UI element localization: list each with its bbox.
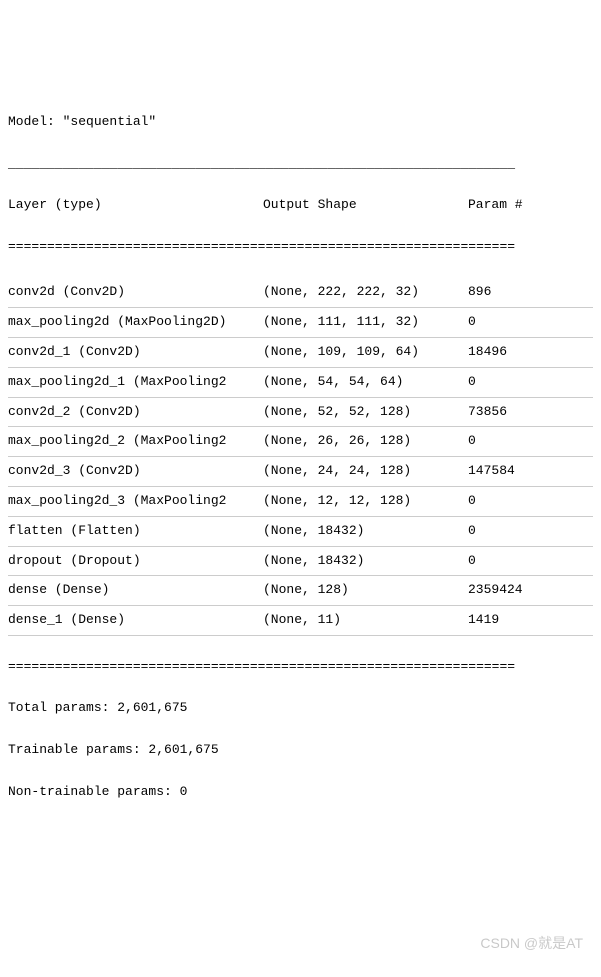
cell-output-shape: (None, 222, 222, 32)	[263, 282, 468, 303]
cell-param: 2359424	[468, 580, 558, 601]
cell-layer: dropout (Dropout)	[8, 551, 263, 572]
rows-container: conv2d (Conv2D)(None, 222, 222, 32)896ma…	[8, 278, 593, 636]
summary-row: conv2d_3 (Conv2D)(None, 24, 24, 128)1475…	[8, 457, 593, 487]
cell-layer: dense (Dense)	[8, 580, 263, 601]
cell-layer: dense_1 (Dense)	[8, 610, 263, 631]
summary-row: max_pooling2d (MaxPooling2D)(None, 111, …	[8, 308, 593, 338]
cell-param: 18496	[468, 342, 558, 363]
cell-layer: conv2d_1 (Conv2D)	[8, 342, 263, 363]
footer-trainable: Trainable params: 2,601,675	[8, 740, 593, 761]
footer-nontrainable: Non-trainable params: 0	[8, 782, 593, 803]
watermark: CSDN @就是AT	[480, 932, 583, 954]
cell-param: 0	[468, 551, 558, 572]
header-layer: Layer (type)	[8, 195, 263, 216]
divider-double: ========================================…	[8, 657, 593, 678]
cell-param: 0	[468, 491, 558, 512]
cell-output-shape: (None, 52, 52, 128)	[263, 402, 468, 423]
summary-row: max_pooling2d_1 (MaxPooling2(None, 54, 5…	[8, 368, 593, 398]
cell-output-shape: (None, 18432)	[263, 551, 468, 572]
summary-row: conv2d_2 (Conv2D)(None, 52, 52, 128)7385…	[8, 398, 593, 428]
header-param: Param #	[468, 195, 558, 216]
summary-row: max_pooling2d_2 (MaxPooling2(None, 26, 2…	[8, 427, 593, 457]
cell-layer: max_pooling2d_1 (MaxPooling2	[8, 372, 263, 393]
model-summary: Model: "sequential" ____________________…	[8, 91, 593, 823]
summary-row: dropout (Dropout)(None, 18432)0	[8, 547, 593, 577]
cell-param: 147584	[468, 461, 558, 482]
cell-param: 0	[468, 431, 558, 452]
cell-param: 896	[468, 282, 558, 303]
header-output-shape: Output Shape	[263, 195, 468, 216]
cell-output-shape: (None, 11)	[263, 610, 468, 631]
divider-double: ========================================…	[8, 237, 593, 258]
cell-layer: flatten (Flatten)	[8, 521, 263, 542]
cell-layer: max_pooling2d_2 (MaxPooling2	[8, 431, 263, 452]
summary-row: flatten (Flatten)(None, 18432)0	[8, 517, 593, 547]
cell-output-shape: (None, 26, 26, 128)	[263, 431, 468, 452]
header-row: Layer (type)Output ShapeParam #	[8, 195, 593, 216]
cell-param: 0	[468, 521, 558, 542]
cell-layer: max_pooling2d (MaxPooling2D)	[8, 312, 263, 333]
cell-output-shape: (None, 24, 24, 128)	[263, 461, 468, 482]
model-line: Model: "sequential"	[8, 112, 593, 133]
cell-output-shape: (None, 109, 109, 64)	[263, 342, 468, 363]
cell-param: 0	[468, 312, 558, 333]
footer-total: Total params: 2,601,675	[8, 698, 593, 719]
divider-line: ________________________________________…	[8, 154, 593, 175]
cell-layer: conv2d (Conv2D)	[8, 282, 263, 303]
cell-output-shape: (None, 54, 54, 64)	[263, 372, 468, 393]
cell-layer: conv2d_3 (Conv2D)	[8, 461, 263, 482]
cell-output-shape: (None, 128)	[263, 580, 468, 601]
summary-row: conv2d_1 (Conv2D)(None, 109, 109, 64)184…	[8, 338, 593, 368]
cell-param: 0	[468, 372, 558, 393]
summary-row: dense_1 (Dense)(None, 11)1419	[8, 606, 593, 636]
summary-row: conv2d (Conv2D)(None, 222, 222, 32)896	[8, 278, 593, 308]
cell-param: 73856	[468, 402, 558, 423]
cell-layer: conv2d_2 (Conv2D)	[8, 402, 263, 423]
cell-output-shape: (None, 111, 111, 32)	[263, 312, 468, 333]
summary-row: dense (Dense)(None, 128)2359424	[8, 576, 593, 606]
cell-param: 1419	[468, 610, 558, 631]
cell-output-shape: (None, 18432)	[263, 521, 468, 542]
cell-layer: max_pooling2d_3 (MaxPooling2	[8, 491, 263, 512]
cell-output-shape: (None, 12, 12, 128)	[263, 491, 468, 512]
summary-row: max_pooling2d_3 (MaxPooling2(None, 12, 1…	[8, 487, 593, 517]
